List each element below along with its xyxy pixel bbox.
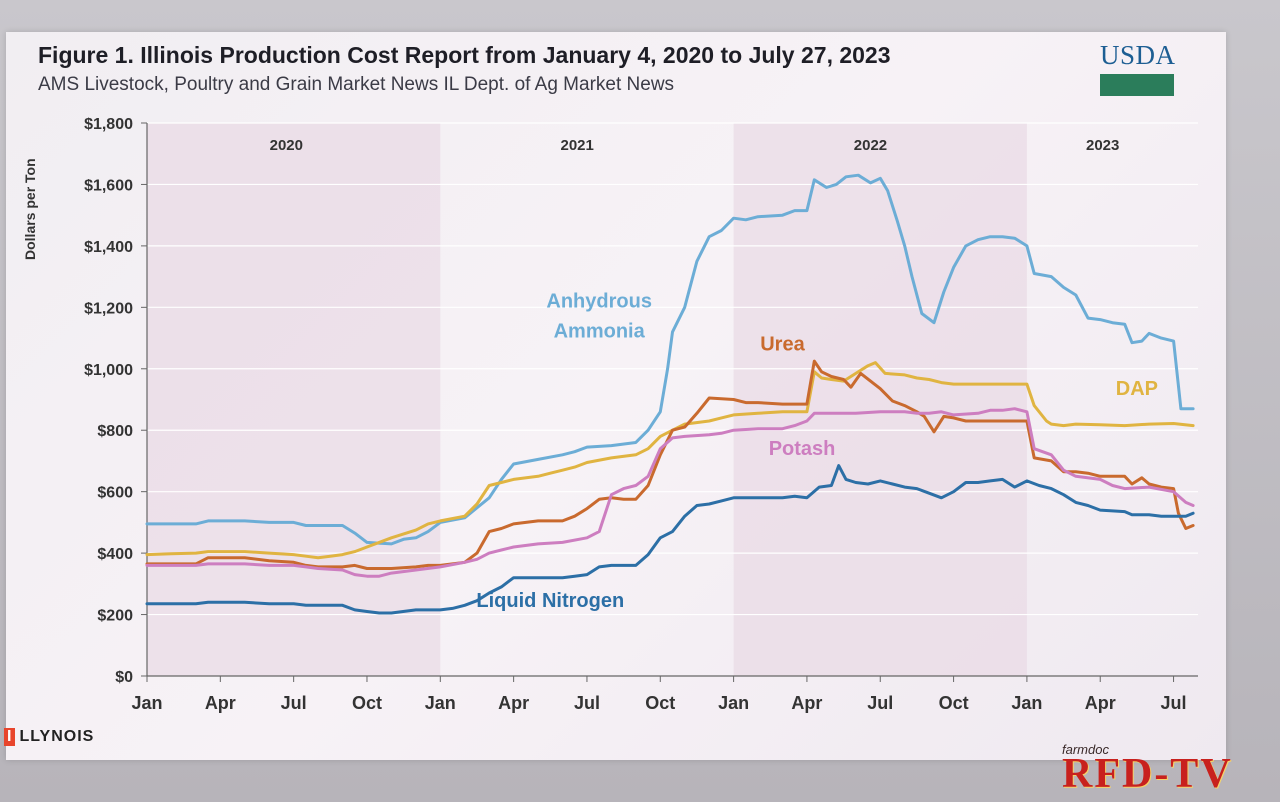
year-label: 2021: [560, 137, 593, 154]
chart-title: Figure 1. Illinois Production Cost Repor…: [38, 42, 891, 68]
y-tick-label: $1,000: [84, 362, 133, 379]
year-label: 2023: [1086, 137, 1119, 154]
y-tick-label: $200: [97, 608, 133, 625]
y-tick-label: $400: [97, 546, 133, 563]
year-label: 2022: [854, 137, 887, 154]
usda-logo: USDA: [1096, 40, 1176, 100]
x-tick-label: Jan: [131, 693, 162, 713]
year-band: [733, 123, 1027, 676]
x-tick-label: Jan: [718, 693, 749, 713]
y-tick-label: $600: [97, 485, 133, 502]
x-tick-label: Jul: [867, 693, 893, 713]
illinois-logo-mark: I: [4, 728, 16, 746]
y-tick-label: $1,400: [84, 239, 133, 256]
series-line-urea: [145, 359, 1195, 570]
x-tick-label: Apr: [498, 693, 529, 713]
usda-logo-bar: [1100, 74, 1174, 96]
x-tick-label: Jul: [574, 693, 600, 713]
year-label: 2020: [270, 137, 303, 154]
chart-subtitle: AMS Livestock, Poultry and Grain Market …: [38, 74, 675, 95]
rfd-tv-logo: farmdoc RFD-TV: [1062, 742, 1276, 797]
x-tick-label: Apr: [205, 693, 236, 713]
axes: $0 $200 $400 $600 $800 $1,000 $1,200 $1,400 $1,6…: [84, 116, 1198, 713]
x-tick-label: Jul: [1161, 693, 1187, 713]
x-tick-label: Apr: [791, 693, 822, 713]
x-tick-label: Jul: [281, 693, 307, 713]
x-tick-label: Jan: [1011, 693, 1042, 713]
series-line-anhydrous-ammonia: [145, 173, 1195, 546]
y-tick-label: $1,800: [84, 116, 133, 133]
y-tick-label: $0: [115, 669, 133, 686]
y-tick-label: $1,200: [84, 300, 133, 317]
year-labels: 2020 2021 2022 2023: [270, 137, 1120, 154]
series-label: Ammonia: [554, 320, 646, 342]
x-tick-label: Apr: [1085, 693, 1116, 713]
y-tick-label: $1,600: [84, 177, 133, 194]
series-label: Urea: [760, 333, 805, 355]
x-tick-label: Oct: [352, 693, 382, 713]
series-label: Potash: [769, 438, 836, 460]
series-lines: [145, 173, 1195, 615]
x-tick-label: Oct: [939, 693, 969, 713]
series-labels: Anhydrous Ammonia DAP Urea Potash Liquid Nitr…: [476, 290, 1158, 612]
illinois-logo: I LLYNOIS: [4, 728, 94, 746]
year-bands: [147, 123, 1027, 676]
series-label: DAP: [1116, 378, 1158, 400]
rfd-tv-logo-text: RFD-TV: [1062, 751, 1233, 797]
year-band: [147, 123, 441, 676]
farmdoc-logo-text: farmdoc: [1062, 742, 1109, 757]
x-tick-label: Oct: [645, 693, 675, 713]
x-tick-label: Jan: [425, 693, 456, 713]
series-line-liquid-nitrogen: [145, 464, 1195, 615]
series-line-potash: [145, 407, 1195, 578]
series-label: Liquid Nitrogen: [476, 590, 624, 612]
y-tick-label: $800: [97, 423, 133, 440]
usda-logo-text: USDA: [1100, 40, 1176, 70]
illinois-logo-text: LLYNOIS: [19, 728, 95, 745]
series-line-dap: [145, 361, 1195, 560]
series-label: Anhydrous: [546, 290, 652, 312]
